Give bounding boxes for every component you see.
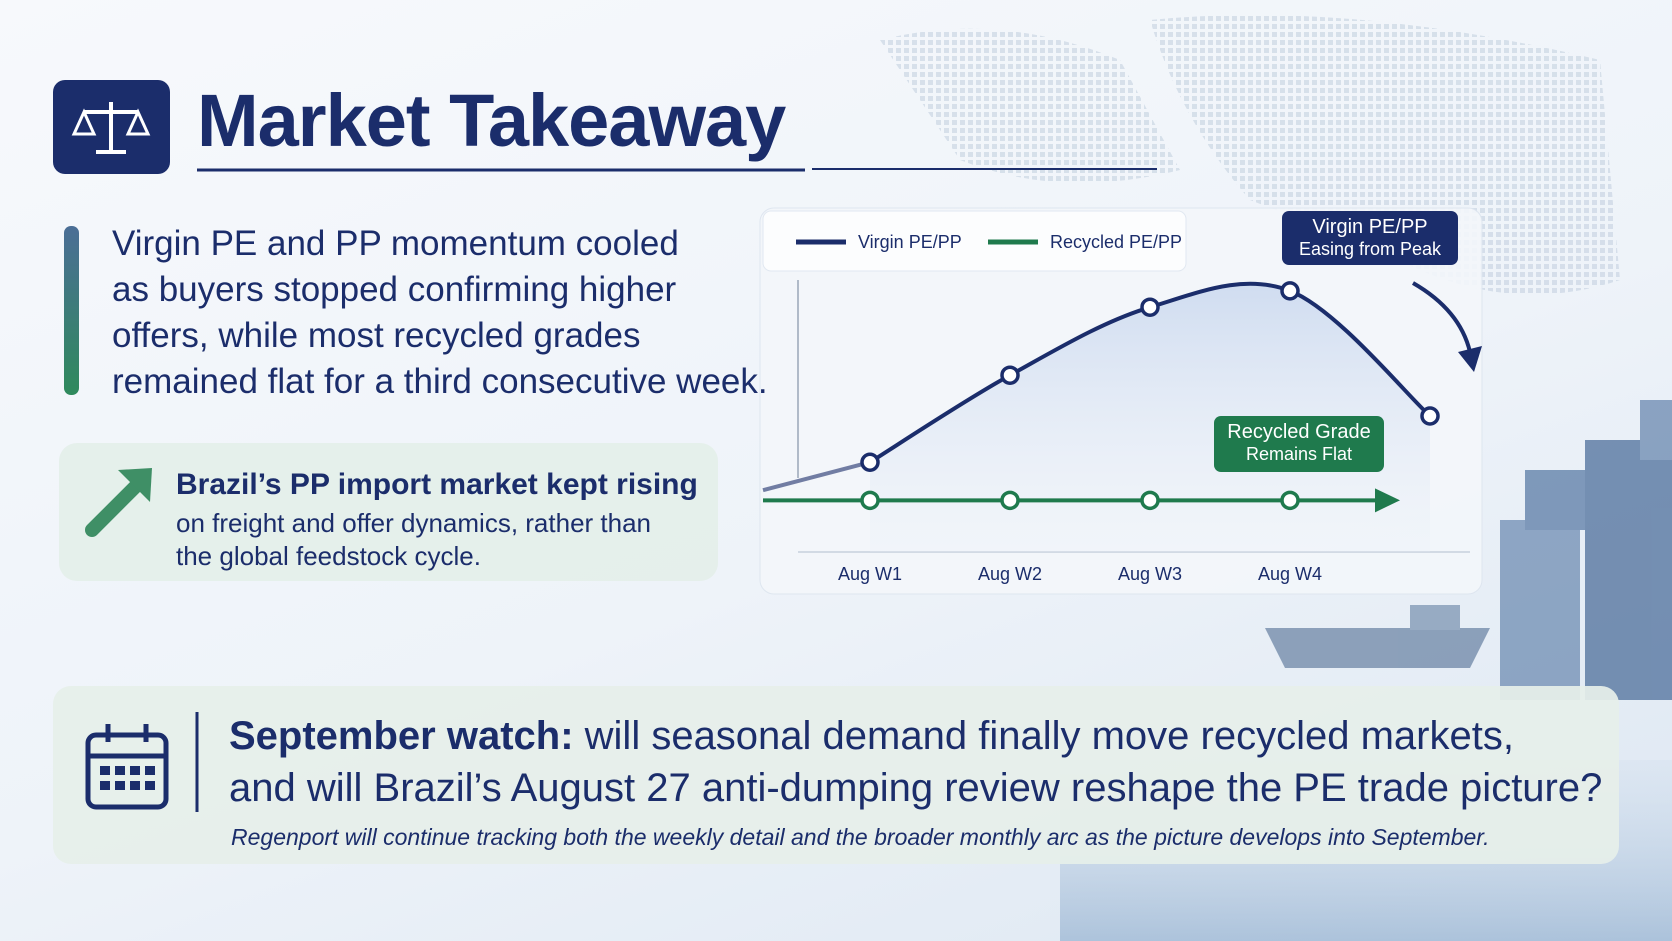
- point: [1420, 406, 1440, 426]
- x-tick-label: Aug W3: [1118, 564, 1182, 584]
- x-tick-label: Aug W4: [1258, 564, 1322, 584]
- callout-card: [59, 443, 718, 581]
- x-tick-label: Aug W1: [838, 564, 902, 584]
- summary-line: remained flat for a third consecutive we…: [112, 362, 768, 401]
- footer-line: and will Brazil’s August 27 anti-dumping…: [229, 766, 1603, 810]
- rising-arrow-icon: [85, 468, 152, 537]
- accent-bar: [64, 226, 79, 395]
- summary-line: Virgin PE and PP momentum cooled: [112, 224, 679, 263]
- annotation-text: Recycled Grade: [1227, 421, 1370, 443]
- calendar-days: [100, 766, 155, 790]
- x-tick-label: Aug W2: [978, 564, 1042, 584]
- footer-card: [53, 686, 1619, 864]
- footer-note: Regenport will continue tracking both th…: [231, 824, 1490, 850]
- legend-box: [762, 210, 1187, 272]
- point: [1000, 490, 1020, 511]
- area-shade: [870, 283, 1430, 552]
- calendar-icon: [85, 724, 169, 810]
- trend-arrowhead: [1375, 488, 1400, 513]
- annotation-text: Remains Flat: [1246, 444, 1352, 464]
- annotation-arrowhead: [1458, 346, 1482, 372]
- summary-line: offers, while most recycled grades: [112, 316, 641, 355]
- legend-label: Virgin PE/PP: [858, 232, 962, 252]
- scales-icon: [71, 102, 151, 154]
- summary-line: as buyers stopped confirming higher: [112, 270, 677, 309]
- page-title: Market Takeaway: [197, 79, 786, 162]
- annotation-box: [1282, 211, 1458, 265]
- callout-line: on freight and offer dynamics, rather th…: [176, 508, 652, 538]
- legend-label: Recycled PE/PP: [1050, 232, 1182, 252]
- annotation-text: Easing from Peak: [1299, 239, 1442, 259]
- annotation-arrow: [1412, 281, 1472, 353]
- point: [1280, 281, 1300, 301]
- containers: [1265, 400, 1672, 700]
- annotation-box: [1214, 416, 1384, 472]
- footer-question: September watch: will seasonal demand fi…: [229, 714, 1514, 759]
- point: [1280, 490, 1300, 511]
- annotation-text: Virgin PE/PP: [1312, 216, 1427, 238]
- callout-line: the global feedstock cycle.: [176, 541, 481, 571]
- point: [860, 452, 880, 472]
- callout-headline: Brazil’s PP import market kept rising: [176, 468, 698, 501]
- plot: Aug W1 Aug W2 Aug W3 Aug W4 Virgin PE/PP Recy…: [762, 211, 1482, 584]
- point: [1000, 365, 1020, 385]
- footer-lead: September watch:: [229, 714, 574, 758]
- point: [1140, 297, 1160, 317]
- lead-in: [762, 460, 871, 493]
- footer-line: will seasonal demand finally move recycl…: [584, 714, 1514, 758]
- point: [860, 490, 880, 511]
- point: [1140, 490, 1160, 511]
